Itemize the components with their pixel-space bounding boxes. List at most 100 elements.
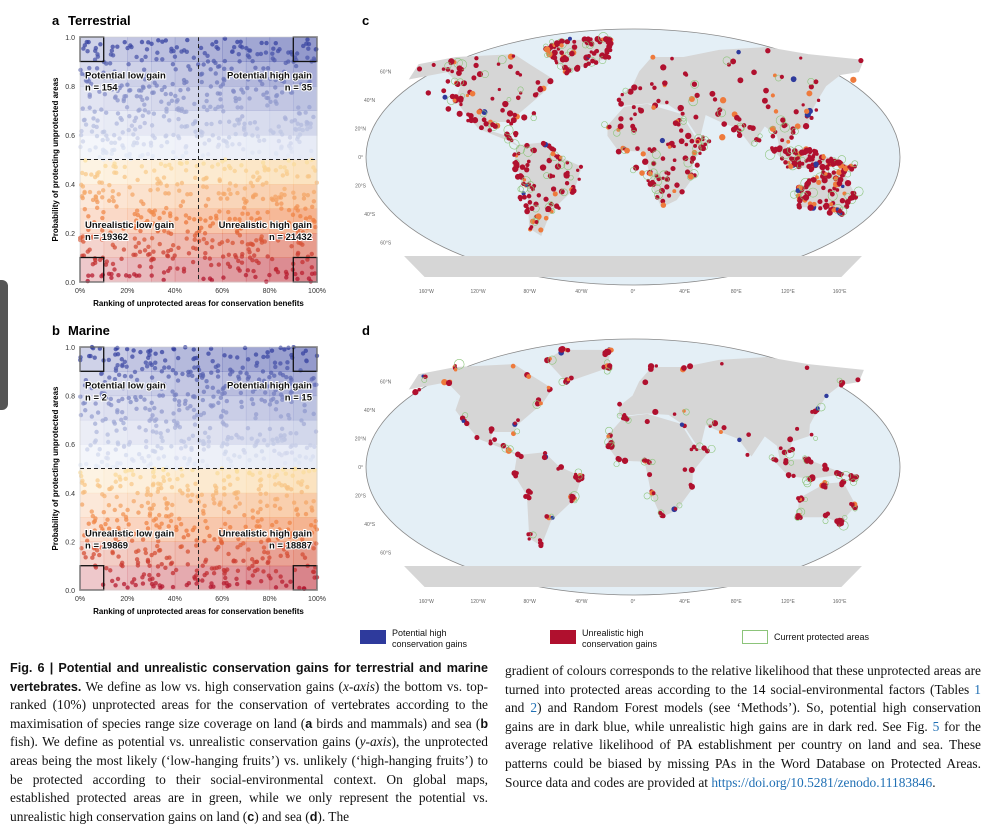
y-tick-label: 0.8 [65, 84, 75, 91]
dot [172, 397, 177, 402]
gain-patch [822, 462, 828, 469]
gain-patch [557, 206, 561, 210]
protected-area [802, 476, 812, 486]
gain-patch [521, 194, 527, 200]
link[interactable]: 5 [932, 718, 940, 734]
dot [196, 367, 202, 373]
dot [313, 429, 319, 434]
dot [239, 239, 245, 245]
dot [95, 478, 100, 483]
dot [307, 215, 313, 220]
gain-patch [538, 401, 543, 406]
dot [310, 454, 316, 459]
dot [92, 174, 98, 180]
dot [161, 454, 167, 459]
dot [297, 139, 302, 145]
gain-patch [787, 474, 791, 479]
dot [254, 258, 259, 264]
link[interactable]: 1 [974, 681, 981, 697]
dot [99, 545, 104, 550]
link[interactable]: https://doi.org/10.5281/zenodo.11183846 [711, 774, 933, 790]
dot [220, 254, 226, 259]
dot [311, 546, 316, 551]
dot [145, 500, 151, 506]
dot [92, 355, 97, 360]
dot [115, 111, 121, 116]
dot [255, 210, 260, 215]
dot [266, 166, 271, 172]
dot [78, 462, 83, 468]
gain-patch [586, 53, 591, 58]
dot [235, 39, 240, 45]
dot [130, 532, 135, 537]
dot [89, 509, 94, 514]
gain-patch [481, 117, 487, 123]
dot [241, 558, 246, 564]
dot [272, 482, 278, 487]
dot [222, 492, 227, 497]
dot [258, 385, 263, 391]
dot [201, 62, 206, 67]
dot [143, 444, 149, 450]
gain-patch [831, 170, 837, 175]
gain-patch [511, 54, 516, 58]
dot [200, 153, 206, 158]
dot [232, 453, 237, 458]
dot [133, 384, 139, 389]
gain-patch [564, 39, 570, 44]
dot [266, 559, 271, 564]
protected-area [581, 41, 590, 49]
dot [83, 122, 89, 127]
gain-patch [649, 82, 654, 86]
quadrant-label: Potential low gain [85, 71, 166, 82]
dot [150, 483, 156, 488]
dot [137, 273, 142, 278]
dot [224, 140, 229, 145]
gain-patch [559, 348, 565, 353]
dot [129, 123, 135, 128]
dot [192, 365, 197, 370]
dot [311, 217, 316, 223]
gain-patch [639, 170, 645, 176]
dot [173, 371, 179, 376]
x-tick-label: 20% [120, 596, 134, 603]
dot [166, 524, 171, 529]
dot [236, 258, 241, 264]
dot [136, 452, 142, 457]
dot [252, 531, 257, 537]
gain-patch [519, 164, 526, 170]
dot [207, 256, 213, 261]
gain-patch [445, 67, 451, 72]
gain-patch [824, 172, 828, 176]
dot [264, 40, 269, 46]
dot [228, 165, 233, 171]
dot [234, 576, 239, 582]
dot [128, 87, 133, 93]
dot [79, 170, 85, 176]
dot [211, 496, 216, 502]
dot [179, 466, 184, 472]
dot [151, 111, 157, 116]
dot [185, 37, 190, 43]
gain-patch [689, 483, 695, 490]
link[interactable]: 2 [530, 700, 538, 716]
dot [226, 509, 231, 515]
gain-patch [837, 208, 843, 214]
dot [175, 378, 181, 383]
dot [275, 238, 281, 243]
dot [274, 266, 279, 272]
dot [213, 71, 218, 76]
dot [200, 458, 205, 464]
dot [245, 268, 251, 273]
gain-patch [647, 147, 652, 152]
dot [175, 355, 181, 361]
dot [233, 95, 238, 101]
dot [147, 572, 152, 578]
dot [250, 401, 256, 407]
dot [148, 74, 153, 79]
lat-label: 20°N [355, 437, 367, 443]
dot [253, 274, 258, 280]
dot [264, 180, 269, 186]
dot [155, 229, 160, 234]
gain-patch [825, 166, 830, 171]
